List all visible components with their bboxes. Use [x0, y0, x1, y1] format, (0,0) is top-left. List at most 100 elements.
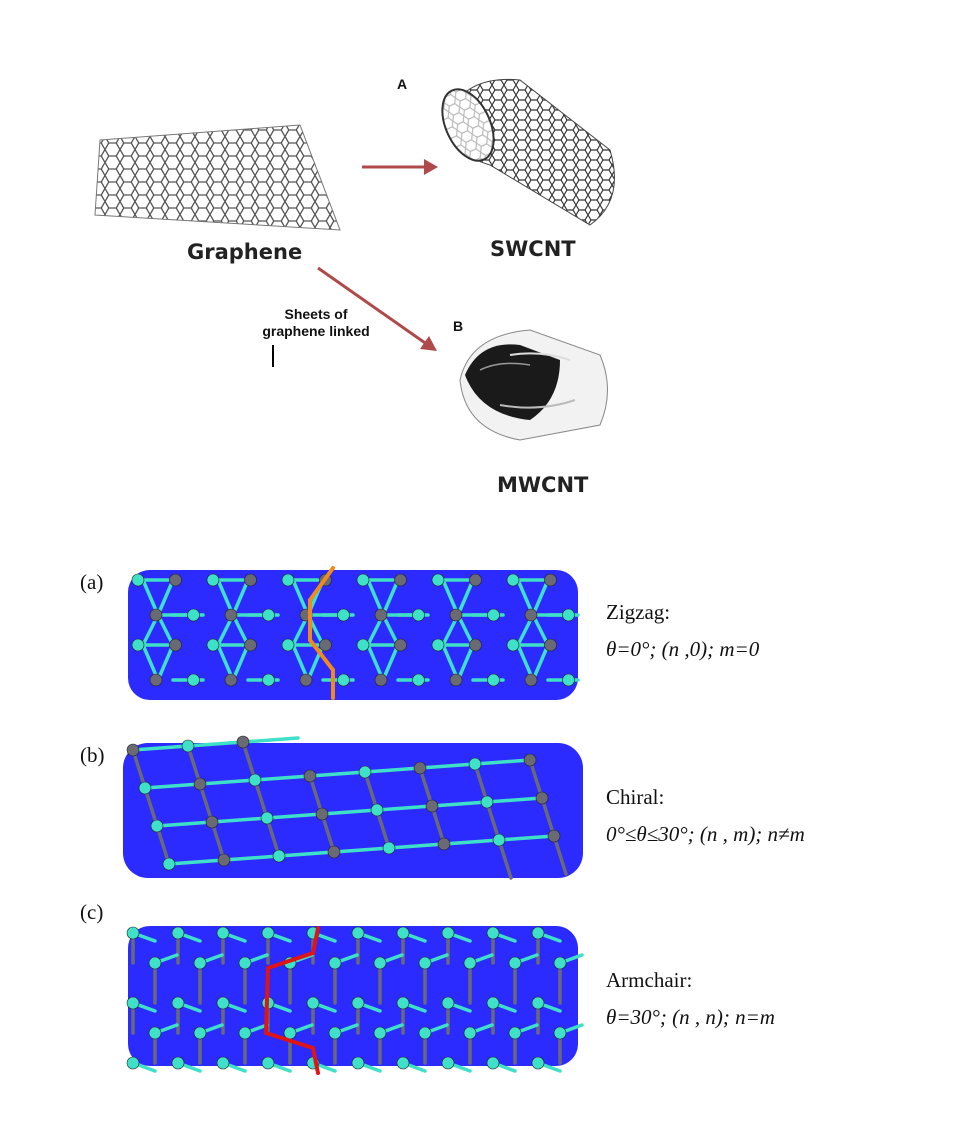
atom: [382, 841, 396, 855]
atom: [463, 1026, 477, 1040]
atom: [281, 573, 295, 587]
atom: [171, 926, 185, 940]
atom: [468, 757, 482, 771]
atom: [425, 799, 439, 813]
atom: [412, 673, 425, 687]
atom: [486, 996, 500, 1010]
bond: [381, 643, 400, 682]
swcnt-tube: [441, 78, 615, 226]
atom: [303, 769, 317, 783]
atom: [261, 926, 275, 940]
atom: [337, 608, 350, 622]
bond: [552, 834, 568, 876]
atom: [337, 673, 350, 687]
bond: [210, 816, 269, 824]
arrow-to-swcnt: [362, 159, 438, 175]
bond: [363, 770, 379, 812]
bond: [363, 766, 422, 774]
bond: [540, 796, 556, 838]
atom: [169, 573, 182, 587]
bond: [156, 613, 175, 647]
bond: [485, 796, 544, 804]
atom: [193, 1026, 207, 1040]
bond: [231, 613, 250, 647]
atom: [506, 573, 520, 587]
atom: [283, 1026, 297, 1040]
bond: [241, 740, 257, 782]
atom: [531, 1056, 545, 1070]
atom: [373, 956, 387, 970]
atom: [486, 926, 500, 940]
armchair-highlight: [266, 951, 315, 970]
atom: [149, 673, 163, 687]
atom: [396, 1056, 410, 1070]
row-formula-b: 0°≤θ≤30°; (n , m); n≠m: [606, 822, 805, 846]
atom: [162, 857, 176, 871]
armchair-highlight: [311, 926, 320, 955]
graphene-sheet: [94, 124, 341, 231]
atom: [248, 773, 262, 787]
atom: [217, 853, 231, 867]
atom: [441, 926, 455, 940]
atom: [327, 845, 341, 859]
zigzag-tube: [128, 566, 580, 700]
panel-letter-b: B: [453, 318, 464, 334]
atom: [412, 608, 425, 622]
atom: [487, 608, 500, 622]
atom: [238, 956, 252, 970]
bond: [253, 778, 269, 820]
row-title-c: Armchair:: [606, 968, 693, 992]
bond: [210, 820, 226, 862]
atom: [131, 573, 145, 587]
armchair-highlight: [311, 1046, 320, 1075]
atom: [396, 926, 410, 940]
link-caption-line1: Sheets of: [284, 306, 348, 322]
atom: [356, 638, 370, 652]
atom: [547, 829, 561, 843]
atom: [224, 673, 238, 687]
bond: [241, 736, 300, 744]
row-formula-a: θ=0°; (n ,0); m=0: [606, 637, 760, 661]
atom: [531, 926, 545, 940]
bond: [143, 786, 159, 828]
bond: [531, 643, 550, 682]
atom: [131, 638, 145, 652]
bond: [497, 838, 513, 880]
atom: [469, 638, 482, 652]
mwcnt-tube: [459, 329, 608, 441]
atom: [299, 673, 313, 687]
bond: [381, 578, 400, 617]
armchair-highlight: [264, 1031, 315, 1050]
atom: [544, 573, 557, 587]
atom: [449, 673, 463, 687]
atom: [374, 673, 388, 687]
bond: [198, 778, 257, 786]
chiral-tube: [123, 735, 583, 880]
atom: [431, 638, 445, 652]
bond: [156, 643, 175, 682]
atom: [126, 926, 140, 940]
atom: [206, 573, 220, 587]
bond: [485, 800, 501, 842]
atom: [126, 1056, 140, 1070]
atom: [281, 638, 295, 652]
bond: [375, 804, 434, 812]
atom: [351, 1056, 365, 1070]
bond: [265, 816, 281, 858]
atom: [394, 573, 407, 587]
atom: [480, 795, 494, 809]
bond: [143, 782, 202, 790]
atom: [205, 815, 219, 829]
atom: [356, 573, 370, 587]
zigzag-highlight: [308, 638, 335, 672]
atom: [413, 761, 427, 775]
atom: [306, 996, 320, 1010]
atom: [328, 1026, 342, 1040]
bond: [430, 804, 446, 846]
bond: [456, 578, 475, 617]
bond: [222, 854, 281, 862]
atom: [262, 608, 275, 622]
bond: [430, 800, 489, 808]
atom: [508, 1026, 522, 1040]
row-title-a: Zigzag:: [606, 600, 671, 624]
